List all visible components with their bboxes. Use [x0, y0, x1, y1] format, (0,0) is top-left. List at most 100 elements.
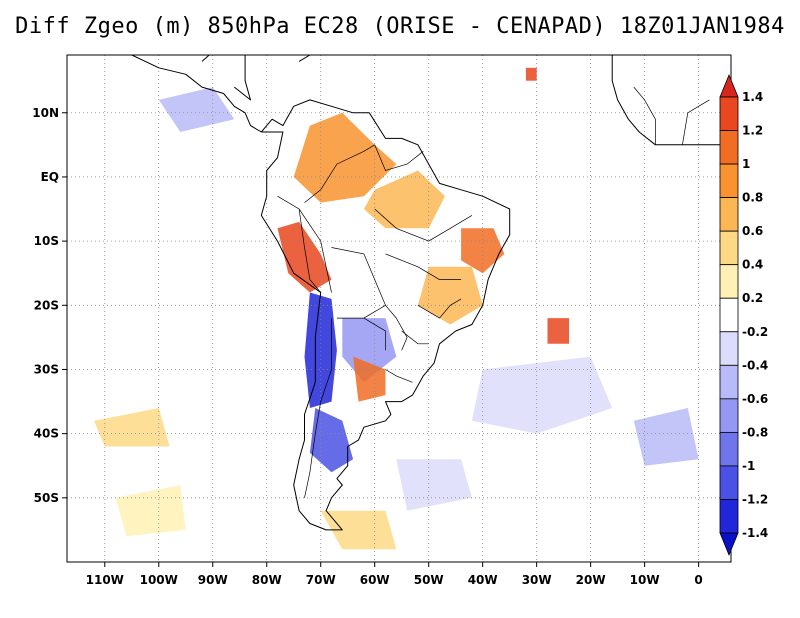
y-tick-label: EQ	[41, 170, 59, 184]
country-border	[682, 99, 710, 145]
x-tick-label: 60W	[360, 573, 390, 587]
colorbar-label: 0.8	[742, 191, 763, 205]
y-tick: 50S	[34, 491, 67, 505]
anomaly-region	[461, 228, 505, 274]
country-border	[298, 208, 321, 293]
anomaly-region	[115, 485, 186, 537]
anomaly-region	[363, 170, 445, 229]
x-tick-label: 70W	[306, 573, 336, 587]
anomaly-region	[158, 87, 235, 132]
map-title: Diff Zgeo (m) 850hPa EC28 (ORISE - CENAP…	[15, 14, 785, 39]
colorbar-swatch	[719, 230, 739, 266]
colorbar-label: -0.4	[742, 358, 768, 372]
anomaly-region	[633, 408, 699, 466]
colorbar-label: -1.2	[742, 492, 768, 506]
colorbar-bottom-triangle	[719, 532, 739, 557]
y-tick: 10N	[32, 106, 67, 120]
country-border	[417, 298, 462, 319]
anomaly-region	[320, 510, 397, 550]
country-border	[374, 208, 473, 242]
coastline	[298, 55, 332, 62]
x-tick: 100W	[140, 562, 178, 587]
x-tick-label: 50W	[414, 573, 444, 587]
colorbar-swatch	[719, 197, 739, 232]
y-tick: 10S	[34, 234, 67, 248]
y-axis-ticks: 10N EQ 10S 20S 30S 40S 50S	[32, 106, 67, 505]
gridlines	[67, 55, 731, 562]
x-axis-ticks: 110W 100W 90W 80W 70W 60W 50W 40W 30W 20W 10W 0	[86, 562, 703, 587]
x-tick: 30W	[522, 562, 552, 587]
colorbar-swatch	[719, 364, 739, 400]
colorbar-label: 1.2	[742, 124, 763, 138]
anomaly-region	[547, 318, 569, 344]
x-tick-label: 110W	[86, 573, 124, 587]
x-tick: 20W	[576, 562, 606, 587]
colorbar-label: 0.2	[742, 291, 763, 305]
y-tick: 30S	[34, 362, 67, 376]
x-tick: 110W	[86, 562, 124, 587]
coastline	[611, 55, 731, 146]
anomaly-region	[309, 408, 354, 473]
y-tick: 40S	[34, 427, 67, 441]
colorbar-label: -0.8	[742, 425, 768, 439]
x-tick-label: 30W	[522, 573, 552, 587]
colorbar-label: 1	[742, 157, 750, 171]
x-tick-label: 40W	[468, 573, 498, 587]
colorbar-top-triangle	[719, 73, 739, 98]
plot-frame	[66, 54, 732, 563]
country-border	[331, 247, 386, 319]
x-tick-label: 100W	[140, 573, 178, 587]
country-border	[374, 144, 424, 171]
anomaly-region	[417, 266, 483, 325]
country-border	[385, 305, 408, 351]
colorbar-swatch	[719, 431, 739, 467]
country-border	[633, 86, 656, 145]
colorbar-swatch	[719, 499, 739, 534]
coastline	[260, 99, 511, 531]
colorbar-label: -1	[742, 459, 755, 473]
y-tick-label: 10N	[32, 106, 59, 120]
y-tick: 20S	[34, 298, 67, 312]
plot-area	[67, 55, 731, 562]
colorbar-swatch	[719, 398, 739, 433]
colorbar-swatch	[719, 297, 739, 333]
colorbar: 1.4 1.2 1 0.8 0.6 0.4 0.2 -0.2 -0.4 -0.6 -0.8 -1 -1.…	[719, 73, 768, 557]
colorbar-label: 1.4	[742, 90, 763, 104]
colorbar-swatch	[719, 465, 739, 500]
anomaly-region	[277, 221, 332, 293]
y-tick-label: 30S	[34, 362, 59, 376]
x-tick-label: 10W	[630, 573, 660, 587]
country-border	[385, 253, 462, 280]
anomaly-region	[471, 356, 613, 434]
x-tick: 0	[694, 562, 703, 587]
x-tick-label: 80W	[252, 573, 282, 587]
y-tick-label: 50S	[34, 491, 59, 505]
y-tick-label: 20S	[34, 298, 59, 312]
colorbar-label: -1.4	[742, 526, 768, 540]
y-tick: EQ	[41, 170, 67, 184]
coastline	[131, 55, 262, 133]
shaded-anomaly-layer	[94, 67, 699, 550]
colorbar-swatch	[719, 163, 739, 199]
x-tick: 50W	[414, 562, 444, 587]
country-border	[304, 144, 375, 203]
x-tick-label: 20W	[576, 573, 606, 587]
x-tick: 60W	[360, 562, 390, 587]
x-tick: 80W	[252, 562, 282, 587]
y-tick-label: 40S	[34, 427, 59, 441]
country-border	[401, 330, 429, 345]
colorbar-swatch	[719, 130, 739, 165]
country-border	[277, 195, 332, 293]
x-tick-label: 0	[694, 573, 702, 587]
x-tick: 70W	[306, 562, 336, 587]
colorbar-swatch	[719, 331, 739, 366]
anomaly-region	[293, 112, 397, 203]
colorbar-swatch	[719, 96, 739, 131]
colorbar-label: -0.6	[742, 392, 768, 406]
anomaly-region	[525, 67, 537, 81]
colorbar-label: 0.6	[742, 224, 763, 238]
coastline	[201, 55, 251, 101]
x-tick-label: 90W	[198, 573, 228, 587]
colorbar-label: -0.2	[742, 325, 768, 339]
